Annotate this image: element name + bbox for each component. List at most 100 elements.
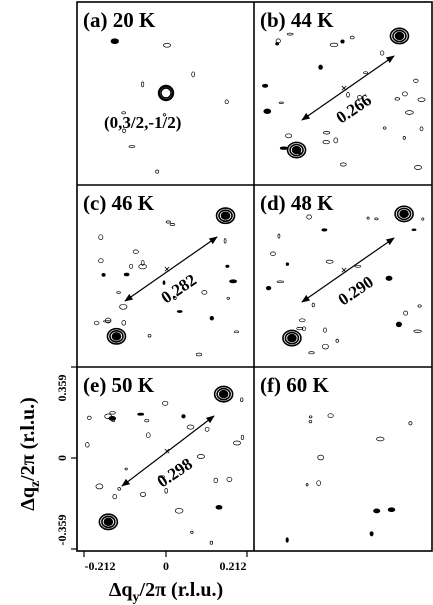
peak-contour xyxy=(106,327,127,345)
noise-contour xyxy=(311,302,315,308)
noise-contour xyxy=(301,326,307,331)
noise-contour xyxy=(201,290,208,295)
noise-contour xyxy=(240,434,244,440)
noise-contour xyxy=(308,351,315,355)
noise-contour xyxy=(414,165,422,170)
x-tick-label-zero: 0 xyxy=(163,559,169,573)
y-axis-label-sub: z xyxy=(28,481,43,487)
panel-e-arrow xyxy=(121,415,215,487)
noise-contour xyxy=(98,258,104,264)
noise-contour xyxy=(278,101,284,104)
panel-a-label: (a) 20 K xyxy=(83,8,156,32)
noise-contour xyxy=(147,333,152,338)
noise-contour xyxy=(209,315,214,321)
noise-contour xyxy=(213,477,219,484)
noise-contour xyxy=(164,487,168,494)
noise-contour xyxy=(411,228,417,232)
panel-d-label: (d) 48 K xyxy=(260,191,334,215)
peak-contour-level xyxy=(286,141,307,159)
noise-contour xyxy=(374,217,379,221)
peak-contour-level xyxy=(291,145,302,155)
noise-contour xyxy=(279,146,288,150)
noise-contour xyxy=(140,260,145,266)
x-tick-label-right: 0.212 xyxy=(220,559,247,573)
panel-e-center-mark: × xyxy=(164,444,171,458)
noise-contour xyxy=(277,233,281,239)
peak-contour-level xyxy=(287,333,297,343)
noise-contour xyxy=(261,83,269,88)
y-axis-label: Δqz/2π (r.l.u.) xyxy=(17,397,43,510)
noise-contour xyxy=(417,97,426,102)
noise-contours-layer xyxy=(85,32,426,545)
peak-contour-ring xyxy=(157,84,175,102)
noise-contour xyxy=(162,280,166,285)
noise-contour xyxy=(105,317,112,324)
noise-contour xyxy=(229,279,238,284)
y-tick-label-bottom: -0.359 xyxy=(55,515,69,546)
noise-contour xyxy=(296,327,304,331)
noise-contour xyxy=(122,128,126,133)
peak-contour xyxy=(282,329,302,347)
noise-contour xyxy=(276,280,285,284)
noise-contour xyxy=(333,137,339,144)
peak-contour-level xyxy=(392,29,407,43)
y-axis: 0.359 0 -0.359 Δqz/2π (r.l.u.) xyxy=(17,366,78,551)
peak-contours-layer xyxy=(98,27,414,531)
y-axis-label-rest: /2π (r.l.u.) xyxy=(17,397,39,482)
noise-contour xyxy=(322,140,330,145)
noise-contour xyxy=(308,419,313,424)
noise-contour xyxy=(110,38,119,45)
panel-a-peak-label: (0,3/2,-1/2) xyxy=(104,113,181,132)
noise-contour xyxy=(369,531,374,537)
peak-contour xyxy=(389,27,410,45)
noise-contour xyxy=(128,145,136,148)
noise-contour xyxy=(215,505,223,510)
noise-contour xyxy=(204,426,210,432)
noise-contour xyxy=(121,320,127,326)
x-axis: -0.212 0 0.212 Δqy/2π (r.l.u.) xyxy=(83,551,248,605)
peak-contour-level xyxy=(106,327,127,345)
noise-contour xyxy=(265,285,272,291)
noise-contour xyxy=(413,78,419,83)
noise-contour xyxy=(101,273,106,277)
noise-contour xyxy=(354,264,362,268)
noise-contour xyxy=(226,296,230,300)
noise-contour xyxy=(357,95,362,100)
noise-contour xyxy=(285,537,289,543)
peak-contour-ring xyxy=(160,87,172,99)
peak-contour-level xyxy=(389,27,410,45)
panel-b-arrow xyxy=(301,55,395,121)
noise-contour xyxy=(318,64,323,70)
noise-contour xyxy=(402,136,406,140)
noise-contour xyxy=(186,424,195,430)
noise-contour xyxy=(308,415,313,419)
noise-contour xyxy=(298,152,303,155)
peak-contour-level xyxy=(98,513,119,531)
panel-b-label: (b) 44 K xyxy=(260,8,334,32)
noise-contour xyxy=(275,42,280,46)
panel-f-label: (f) 60 K xyxy=(260,373,329,397)
x-tick-label-left: -0.212 xyxy=(85,559,116,573)
peak-contour-level xyxy=(213,385,234,403)
noise-contour xyxy=(109,410,116,415)
noise-contour xyxy=(329,42,339,48)
noise-contour xyxy=(387,507,396,513)
noise-contour xyxy=(379,50,385,56)
panel-c-separation: 0.282 xyxy=(124,236,218,307)
noise-contour xyxy=(233,330,240,334)
noise-contour xyxy=(285,133,293,139)
peak-contour-level xyxy=(103,517,114,527)
noise-contour xyxy=(321,343,329,350)
noise-contour xyxy=(155,169,160,174)
noise-contour xyxy=(181,414,186,419)
noise-contour xyxy=(196,454,205,459)
noise-contour xyxy=(112,494,117,500)
noise-contour xyxy=(327,413,334,419)
noise-contour xyxy=(394,97,400,101)
noise-contour xyxy=(325,259,334,264)
noise-contour xyxy=(108,416,117,421)
noise-contour xyxy=(223,238,227,244)
peak-contour-level xyxy=(216,387,231,401)
peak-contour-level xyxy=(394,205,414,223)
peak-contour-level xyxy=(218,209,233,222)
